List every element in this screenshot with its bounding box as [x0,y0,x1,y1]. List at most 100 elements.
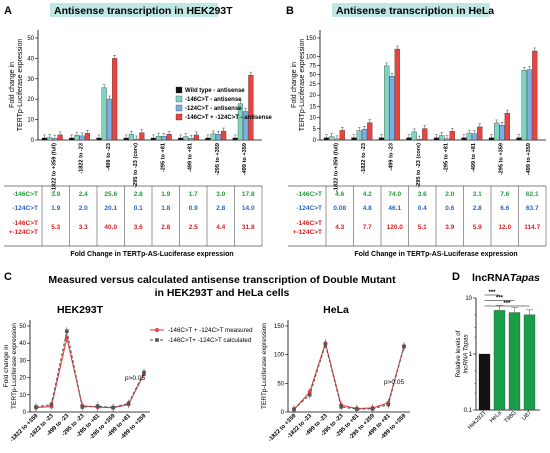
x-tick-label: -1822 to +359 (full) [334,143,340,192]
y-tick-label: 0.1 [464,408,473,414]
row-label-146: -146C>T [13,191,38,198]
table-cell: 0.4 [418,205,427,212]
significance-stars: *** [496,296,504,302]
bar-wild_type [232,137,238,141]
table-cell: 114.7 [524,224,540,231]
y-axis-label-line: lncRNA Tapas [463,334,470,373]
bar-m146 [210,133,216,141]
bar-m146 [521,70,527,141]
bar-dm [84,133,90,141]
row-label-124: -124C>T [13,205,38,212]
y-tick-label: 50 [19,324,26,330]
y-tick-label: 30 [27,77,34,83]
table-cell: 20.1 [104,205,117,212]
bar-m146 [439,135,445,141]
data-point-calculated [126,401,131,406]
bar-hek293t [478,353,491,411]
legend-label-calculated: -146C>T+ -124C>T calculated [168,337,252,344]
table-cell: 2.5 [189,224,198,231]
bar-wild_type [406,137,412,141]
table-cell: 0.1 [134,205,143,212]
table-cell: 2.0 [445,191,454,198]
table-cell: 2.8 [216,205,225,212]
row-label-dm-1: -146C>T [13,220,38,227]
bar-m146 [411,131,417,141]
y-tick-label: 20 [19,376,26,382]
bar-m124 [79,135,85,141]
bar-m146 [384,65,390,141]
bar-m146 [494,122,500,141]
significance-stars: *** [488,290,496,296]
y-axis-label-line: TERTp-Luciferase expression [17,39,24,132]
bar-wild_type [96,137,102,141]
y-tick-label: 150 [274,324,285,330]
panel-a-fold-change-table: -146C>T -124C>T -146C>T +-124C>T 3.9 1.9 5.3 2.… [4,185,263,258]
bar-wild_type [69,137,75,141]
y-tick-label: 75 [309,64,316,70]
bar-m124 [106,98,112,141]
data-point-calculated [34,405,38,409]
data-point-calculated [323,342,328,347]
x-tick-label: -499 to -23 [389,143,395,171]
bar-dm [166,134,172,141]
bar-wild_type [378,137,385,141]
bar-m124 [52,138,58,141]
series-line-calculated [293,342,405,410]
x-tick-label: U87 [521,410,533,422]
bar-m146 [466,132,472,141]
y-axis-label-line: Fold change in [9,62,16,108]
data-point-calculated [370,407,375,411]
bar-dm [504,112,510,141]
x-tick-label: -295 to +359 [499,143,505,175]
x-tick-label: -499 to +359 [242,143,248,175]
panel-a-title-background [50,3,218,17]
x-tick-label: HeLa [489,410,504,425]
panel-d-title: lncRNATapas [472,272,540,284]
table-cell: 7.7 [363,224,372,231]
x-tick-label: T98G [503,410,518,425]
table-cell: 4.3 [335,224,344,231]
y-tick-label: 5 [313,127,317,133]
bar-m146 [74,134,80,141]
y-tick-label: 0 [23,410,27,416]
row-label-dm-2: +-124C>T [9,229,38,236]
x-tick-label: -295 to +81 [160,143,166,172]
bar-m124 [416,138,423,141]
y-tick-label: 15 [309,104,316,110]
panel-c-right-subtitle: HeLa [323,304,349,316]
bar-wild_type [178,137,184,141]
table-cell: 12.0 [498,224,511,231]
y-tick-label: 40 [27,56,34,62]
y-axis-label: TERTp-Luciferase expression [261,323,268,409]
data-point-calculated [49,402,54,407]
y-tick-label: 0 [281,410,285,416]
bar-m146 [101,87,107,141]
table-cell: 4.8 [363,205,372,212]
y-axis-label-line: TERTp-Luciferase expression [299,39,306,132]
panel-c-legend: -146C>T + -124C>T measured -146C>T+ -124C… [150,327,253,344]
bar-m146 [183,136,189,141]
panel-letter-d: D [452,271,460,283]
legend-marker-calculated [155,338,159,342]
data-point-calculated [386,402,391,407]
data-point-calculated [111,405,115,410]
bar-m146 [356,130,362,141]
table-cell: 14.0 [242,205,255,212]
y-axis-label: Fold change inTERTp-Luciferase expressio… [3,323,18,409]
bar-m146 [156,135,162,141]
bar-u87 [523,314,536,411]
panel-a-title: Antisense transcription in HEK293T [54,5,233,17]
legend-swatch-dm [175,113,183,121]
bar-wild_type [351,137,357,141]
y-axis-label-line: TERTp-Luciferase expression [261,323,268,409]
bar-wild_type [205,137,211,141]
table-cell: 1.9 [51,205,60,212]
bar-wild_type [516,137,522,141]
bar-m124 [134,138,140,141]
legend-label-m124: -124C>T - antisense [185,106,242,112]
bar-m124 [444,138,450,141]
bar-t98g [508,312,521,411]
table-cell: 2.4 [79,191,88,198]
